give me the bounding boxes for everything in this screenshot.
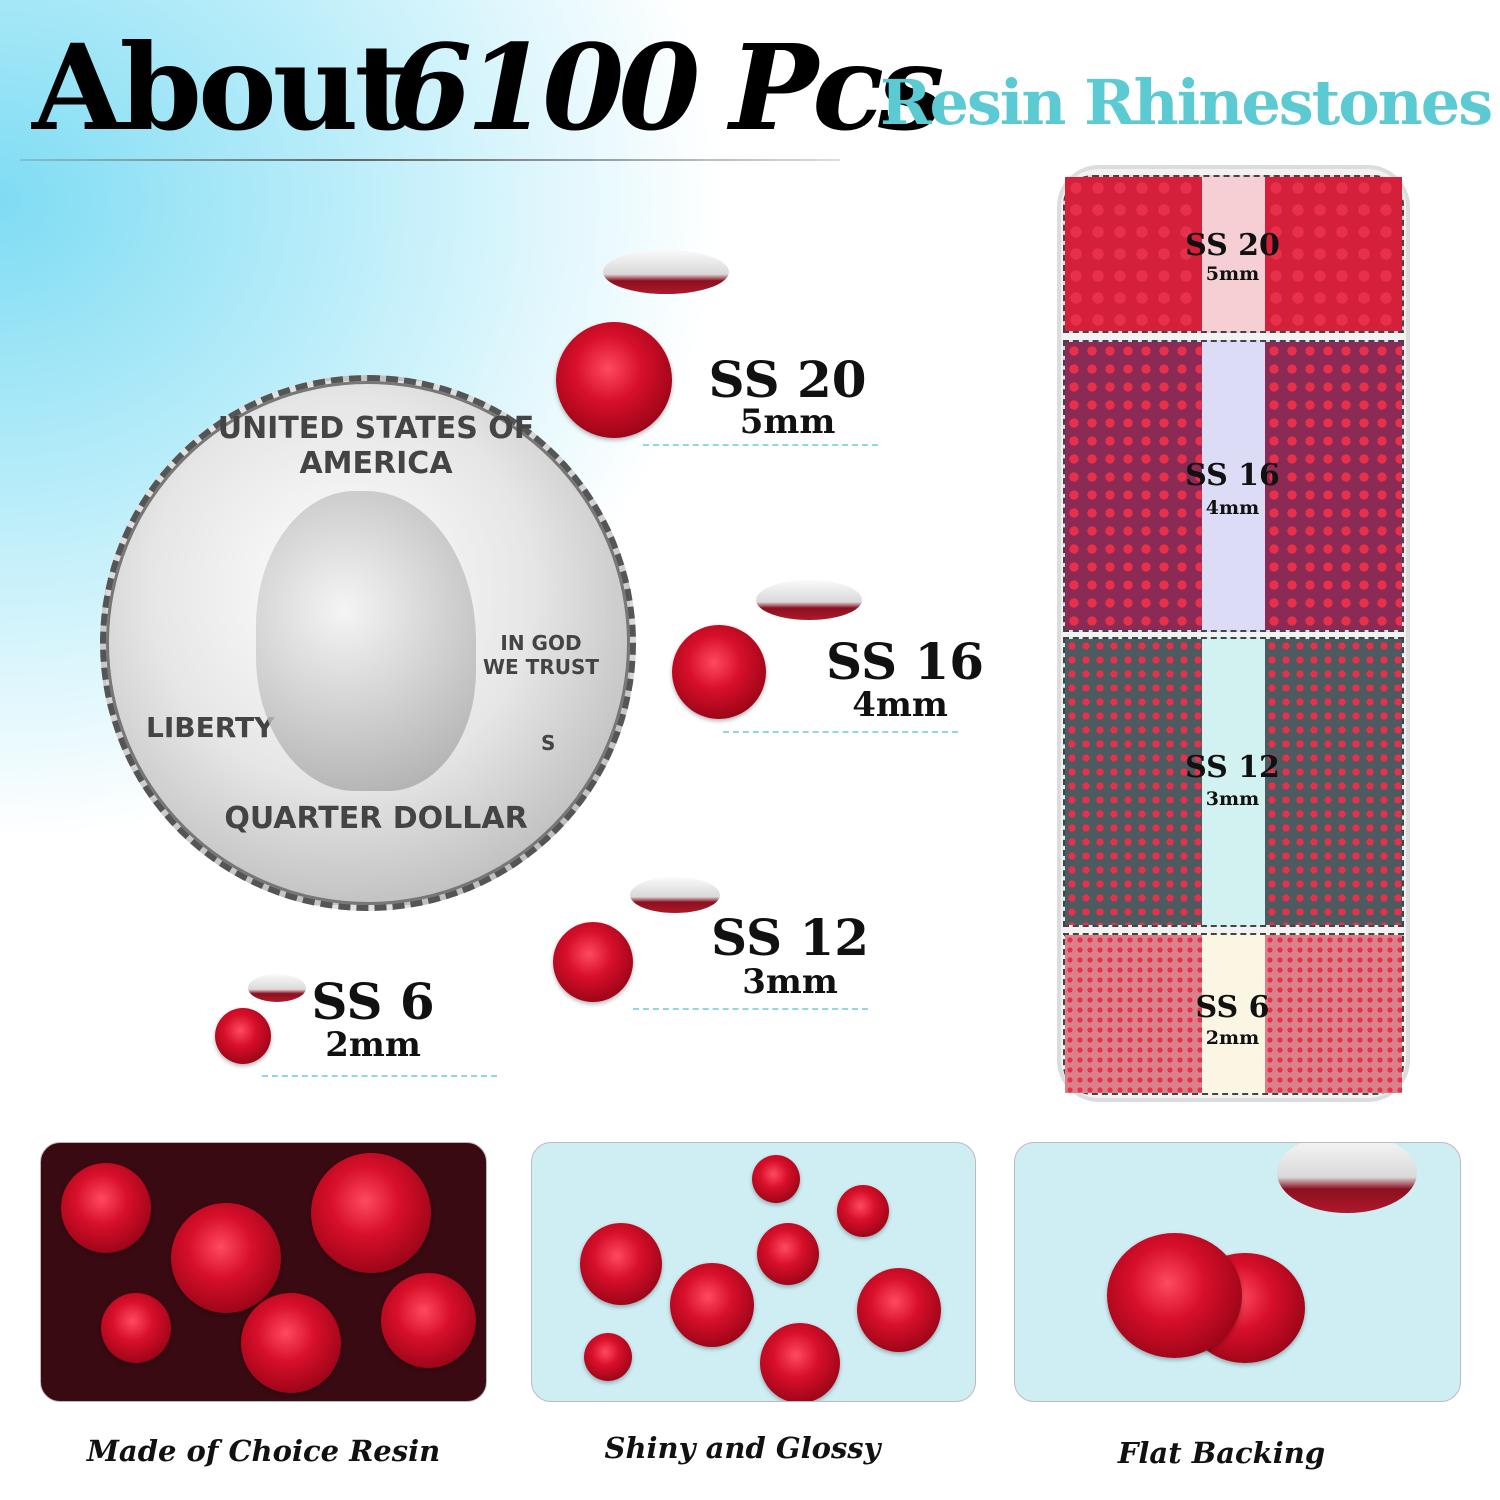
rhinestone-back-ss16 — [756, 580, 862, 620]
washington-portrait — [256, 491, 476, 791]
divider — [643, 444, 878, 446]
coin-motto: IN GOD WE TRUST — [482, 631, 599, 679]
rhinestone-back-ss6 — [248, 974, 306, 1002]
rhinestone-ss6 — [215, 1008, 271, 1064]
feature-image-resin — [40, 1142, 487, 1402]
gem-fill — [1065, 342, 1202, 630]
rhinestone-back-ss12 — [630, 877, 720, 913]
box-label-ss20: SS 20 — [1185, 228, 1280, 263]
size-label-ss12: SS 12 — [710, 908, 870, 967]
compartment-ss6 — [1063, 933, 1404, 1095]
feature-image-flat-backing — [1014, 1142, 1461, 1402]
divider — [633, 1008, 868, 1010]
compartment-ss20 — [1063, 175, 1404, 333]
gem-fill — [1065, 177, 1202, 331]
gem-fill — [1265, 935, 1402, 1093]
box-mm-ss16: 4mm — [1205, 497, 1260, 519]
title-count: 6100 Pcs — [390, 18, 945, 157]
rhinestone-ss12 — [553, 922, 633, 1002]
title-about: About — [32, 18, 409, 157]
box-label-ss6: SS 6 — [1195, 990, 1270, 1025]
size-label-ss6: SS 6 — [311, 972, 435, 1031]
title-subtitle: Resin Rhinestones — [880, 66, 1493, 139]
box-mm-ss12: 3mm — [1205, 788, 1260, 810]
feature-image-glossy — [531, 1142, 976, 1402]
feature-caption-glossy: Shiny and Glossy — [604, 1431, 881, 1465]
coin-top-text: UNITED STATES OF AMERICA — [217, 411, 535, 481]
size-mm-ss16: 4mm — [852, 685, 948, 725]
size-mm-ss6: 2mm — [325, 1025, 421, 1065]
rhinestone-ss20 — [556, 322, 672, 438]
box-mm-ss20: 5mm — [1205, 263, 1260, 285]
compartment-ss16 — [1063, 340, 1404, 632]
gem-fill — [1265, 342, 1402, 630]
size-label-ss16: SS 16 — [825, 632, 985, 691]
quarter-coin: UNITED STATES OF AMERICA IN GOD WE TRUST… — [100, 375, 636, 911]
coin-mint-mark: S — [541, 731, 556, 755]
box-label-ss12: SS 12 — [1185, 750, 1280, 785]
divider — [262, 1075, 497, 1077]
box-mm-ss6: 2mm — [1205, 1027, 1260, 1049]
title-divider — [20, 159, 840, 161]
coin-liberty: LIBERTY — [146, 711, 275, 744]
rhinestone-ss16 — [672, 625, 766, 719]
feature-caption-resin: Made of Choice Resin — [86, 1434, 441, 1468]
size-mm-ss12: 3mm — [742, 962, 838, 1002]
feature-caption-flat-backing: Flat Backing — [1117, 1436, 1326, 1470]
gem-fill — [1065, 639, 1202, 925]
gem-fill — [1065, 935, 1202, 1093]
coin-bottom-text: QUARTER DOLLAR — [224, 801, 528, 836]
gem-fill — [1265, 177, 1402, 331]
size-mm-ss20: 5mm — [739, 402, 836, 442]
divider — [723, 731, 958, 733]
rhinestone-back-ss20 — [603, 250, 729, 294]
size-label-ss20: SS 20 — [708, 350, 867, 409]
gem-fill — [1265, 639, 1402, 925]
compartment-ss12 — [1063, 637, 1404, 927]
box-label-ss16: SS 16 — [1185, 458, 1280, 493]
